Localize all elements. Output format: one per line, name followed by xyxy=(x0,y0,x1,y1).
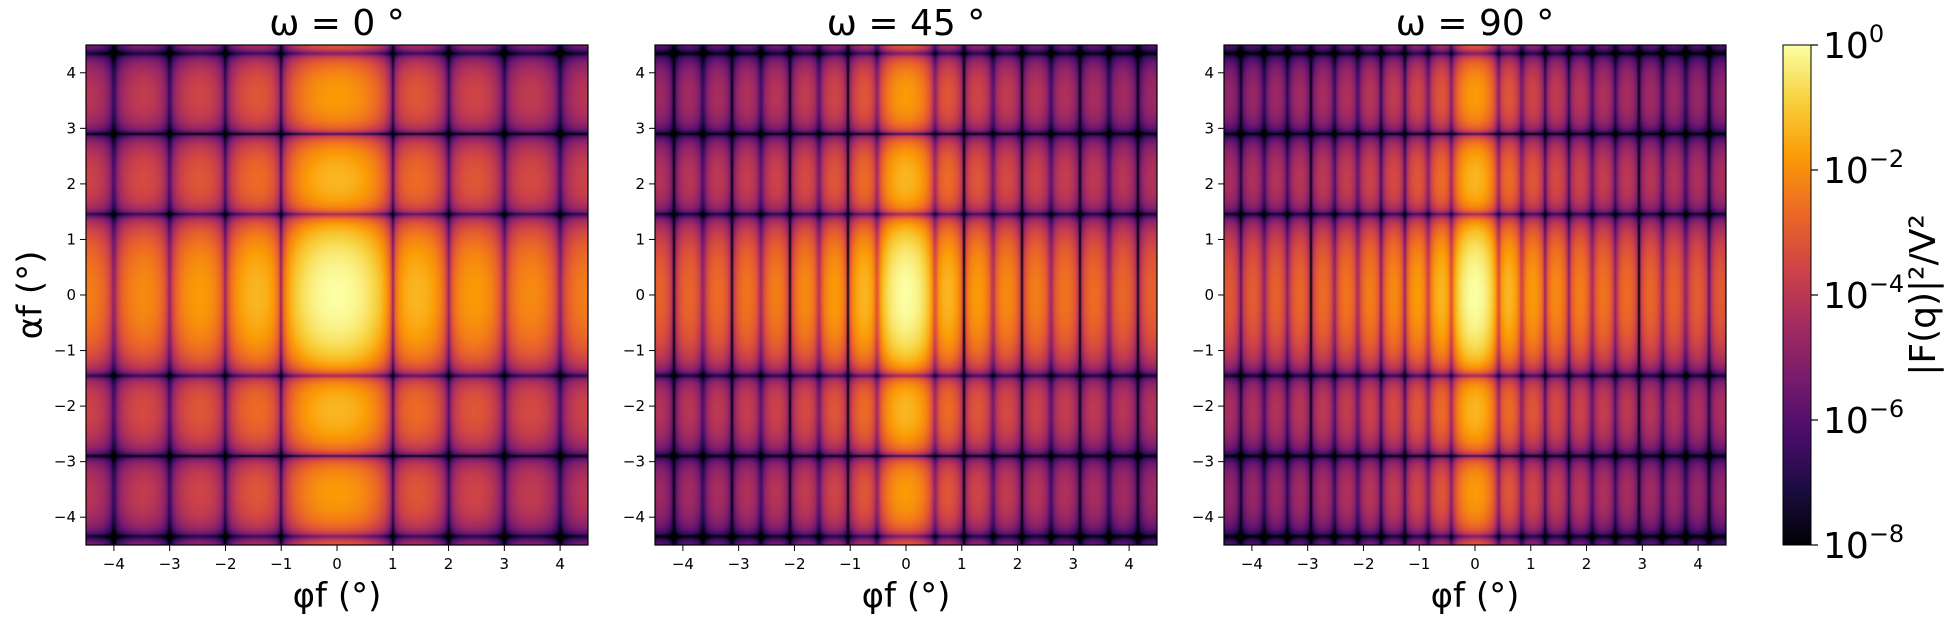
x-tick-label: 3 xyxy=(500,555,510,573)
colorbar-tick-label: 10−4 xyxy=(1823,270,1904,317)
y-tick-label: −1 xyxy=(54,342,76,360)
x-tick-label: 0 xyxy=(1470,555,1480,573)
heatmap-panel-45: −4 −3 −2 −1 0 1 2 3 4 −4 −3 −2 −1 0 1 2 3 4 ω = 45 ° φf (°) xyxy=(623,3,1158,616)
heatmap-panel-90: −4 −3 −2 −1 0 1 2 3 4 −4 −3 −2 −1 0 1 2 3 4 ω = 90 ° φf (°) xyxy=(1192,3,1727,616)
colorbar: 100 10−2 10−4 10−6 10−8 |F(q)|²/V² xyxy=(1782,20,1944,567)
colorbar-tick-label: 10−2 xyxy=(1823,145,1904,192)
y-tick-label: −3 xyxy=(1192,453,1214,471)
panel-title: ω = 90 ° xyxy=(1396,3,1554,44)
heatmap-panel-0: −4 −3 −2 −1 0 1 2 3 4 −4 −3 −2 −1 0 1 2 3 4 ω = 0 ° φf (°) α… xyxy=(11,3,589,616)
x-tick-label: 4 xyxy=(555,555,565,573)
y-tick-label: −4 xyxy=(623,508,645,526)
y-tick-label: −4 xyxy=(54,508,76,526)
x-tick-label: −4 xyxy=(103,555,125,573)
x-axis-label: φf (°) xyxy=(862,576,951,616)
y-tick-label: 2 xyxy=(1204,175,1214,193)
y-tick-label: 3 xyxy=(66,119,76,137)
heatmap-image xyxy=(86,45,588,545)
y-tick-label: 0 xyxy=(635,286,645,304)
heatmap-image xyxy=(1224,45,1726,545)
y-tick-label: 0 xyxy=(1204,286,1214,304)
y-tick-label: 1 xyxy=(66,230,76,248)
y-tick-label: −3 xyxy=(54,453,76,471)
x-tick-label: 0 xyxy=(332,555,342,573)
x-tick-label: −3 xyxy=(159,555,181,573)
colorbar-tick-label: 10−8 xyxy=(1823,520,1904,567)
x-tick-label: 3 xyxy=(1638,555,1648,573)
y-tick-label: −3 xyxy=(623,453,645,471)
y-tick-label: −2 xyxy=(623,397,645,415)
panel-title: ω = 45 ° xyxy=(827,3,985,44)
x-tick-label: 2 xyxy=(1582,555,1592,573)
x-tick-label: −2 xyxy=(783,555,805,573)
x-tick-label: −1 xyxy=(839,555,861,573)
y-tick-label: 3 xyxy=(635,119,645,137)
y-tick-label: 2 xyxy=(66,175,76,193)
x-tick-label: 4 xyxy=(1693,555,1703,573)
x-tick-label: 1 xyxy=(957,555,967,573)
x-tick-label: −2 xyxy=(214,555,236,573)
x-tick-label: −2 xyxy=(1352,555,1374,573)
y-tick-label: −2 xyxy=(54,397,76,415)
colorbar-label: |F(q)|²/V² xyxy=(1903,214,1944,376)
y-tick-label: 1 xyxy=(635,230,645,248)
heatmap-image xyxy=(655,45,1157,545)
x-tick-label: −1 xyxy=(270,555,292,573)
x-tick-label: 1 xyxy=(388,555,398,573)
x-tick-label: −3 xyxy=(1297,555,1319,573)
y-tick-label: −1 xyxy=(623,342,645,360)
y-tick-label: 3 xyxy=(1204,119,1214,137)
x-axis-label: φf (°) xyxy=(293,576,382,616)
y-tick-label: 4 xyxy=(1204,64,1214,82)
y-tick-label: −4 xyxy=(1192,508,1214,526)
x-tick-label: −1 xyxy=(1408,555,1430,573)
colorbar-gradient xyxy=(1782,44,1812,546)
x-tick-label: 4 xyxy=(1124,555,1134,573)
x-tick-label: 2 xyxy=(444,555,454,573)
x-axis-label: φf (°) xyxy=(1431,576,1520,616)
y-tick-label: 0 xyxy=(66,286,76,304)
x-tick-label: 0 xyxy=(901,555,911,573)
y-tick-label: 1 xyxy=(1204,230,1214,248)
y-axis-label: αf (°) xyxy=(11,251,51,340)
y-tick-label: 4 xyxy=(66,64,76,82)
y-tick-label: 2 xyxy=(635,175,645,193)
x-tick-label: 2 xyxy=(1013,555,1023,573)
x-tick-label: 1 xyxy=(1526,555,1536,573)
panel-title: ω = 0 ° xyxy=(269,3,405,44)
x-tick-label: −4 xyxy=(672,555,694,573)
y-tick-label: 4 xyxy=(635,64,645,82)
colorbar-tick-label: 10−6 xyxy=(1823,395,1904,442)
x-tick-label: −4 xyxy=(1241,555,1263,573)
x-tick-label: 3 xyxy=(1069,555,1079,573)
y-tick-label: −2 xyxy=(1192,397,1214,415)
x-tick-label: −3 xyxy=(728,555,750,573)
y-tick-label: −1 xyxy=(1192,342,1214,360)
colorbar-tick-label: 100 xyxy=(1823,20,1884,67)
